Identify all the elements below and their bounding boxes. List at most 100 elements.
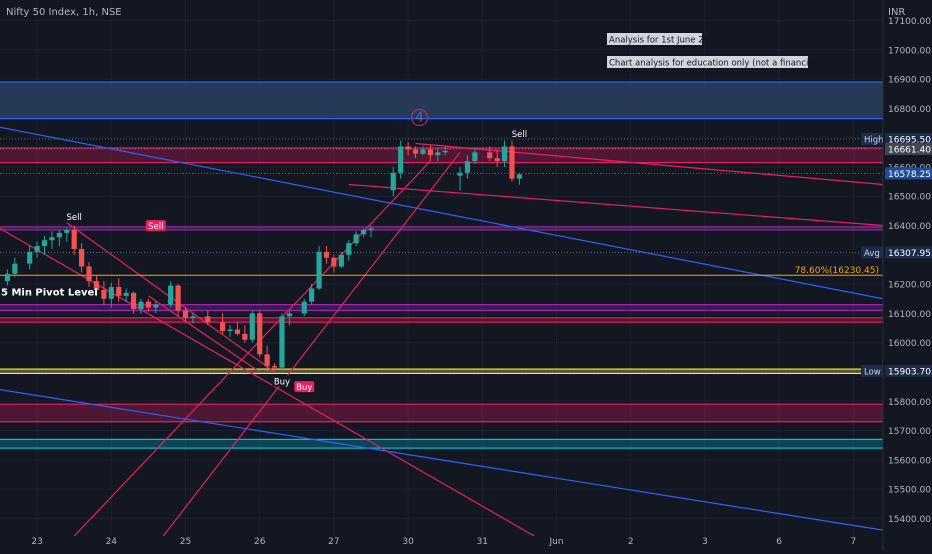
zone-band [0,304,883,311]
signal-label: Buy [274,377,290,387]
signal-badge [294,381,315,393]
candle-body [360,229,367,235]
candle-body [346,243,352,255]
trendline[interactable] [162,151,461,536]
candle-body [86,266,92,282]
candle-body [301,301,307,314]
y-tick-label: 16000.00 [888,339,931,349]
trendline[interactable] [73,160,431,536]
candle-body [271,366,278,368]
x-tick-label: 23 [31,537,42,547]
candle-body [12,263,18,274]
x-axis: 23 24 25 26 27 30 31 Jun 2 3 6 7 [31,537,856,547]
chart-title: Nifty 50 Index, 1h, NSE [6,7,122,18]
signal-badge [271,375,292,387]
candle-body [487,152,493,159]
level-price-text: 16307.95 [888,249,931,259]
note-box-1: Analysis for 1st June 2022 [607,33,720,46]
candle-body [442,150,448,153]
note-text: Analysis for 1st June 2022 [609,36,720,46]
candle-body [175,285,181,311]
trendline[interactable] [0,384,883,531]
levels: High Avg 78.60%(16230.45) Low [0,132,883,377]
level-price-text: 16578.25 [888,170,931,180]
y-tick-label: 16100.00 [888,310,931,320]
zone-band [0,226,883,230]
signals: Sell Sell Buy Buy Sell [64,127,530,393]
level-name-tag [861,364,883,377]
candle-body [205,316,211,323]
y-tick-label: 16400.00 [888,222,931,232]
candle-body [168,285,174,305]
trendline[interactable] [148,295,261,373]
candle-body [71,229,77,249]
x-tick-label: 6 [776,537,782,547]
trendline[interactable] [415,142,883,186]
candle-body [34,246,40,252]
candle-body [257,313,263,355]
currency-label: INR [888,7,905,18]
trendline[interactable] [0,120,883,300]
zone-band [0,317,883,323]
y-tick-label: 15800.00 [888,398,931,408]
candle-body [331,257,337,267]
candle-body [123,292,129,296]
candle-body [457,172,463,176]
candle-body [323,251,330,258]
candle-body [27,251,33,264]
candle-body [412,149,419,154]
candles [4,140,523,372]
x-tick-label: 3 [702,537,708,547]
candle-body [264,354,270,367]
signal-badge [145,220,166,232]
candle-body [286,313,292,317]
level-price-text: 16661.40 [888,145,931,155]
y-tick-label: 15700.00 [888,427,931,437]
zone-band [0,404,883,422]
signal-label: Sell [512,130,527,140]
candle-body [79,248,85,267]
candle-body [4,273,11,282]
candle-body [309,288,315,302]
candle-body [338,254,344,267]
candle-body [353,234,359,244]
level-name: Avg [864,249,880,259]
zone-band [0,82,883,119]
zone-band [0,439,883,449]
candle-body [190,316,196,318]
candle-body [516,174,523,179]
candle-body [398,146,404,173]
candle-body [242,333,248,340]
level-price-text: 16695.50 [888,135,931,145]
signal-label: Sell [148,222,163,232]
candle-body [390,172,396,191]
candle-body [494,158,500,162]
annotations: 5 Min Pivot Level 4 [1,109,429,298]
trendlines [0,120,883,536]
candle-body [368,228,374,230]
x-tick-label: 7 [850,537,856,547]
level-price-tag [885,167,932,180]
level-price-tag [885,364,932,377]
zone-band [0,147,883,163]
candle-body [93,281,100,290]
level-price-tag [885,142,932,155]
candle-body [405,146,411,150]
candle-body [101,289,107,299]
candle-body [108,287,114,299]
candle-body [234,329,241,334]
candle-body [501,146,508,162]
candle-body [427,149,433,156]
trendline[interactable] [0,227,535,536]
signal-badge [509,127,530,139]
candle-body [249,313,255,340]
note-text: Chart analysis for education only (not a… [609,59,850,69]
candle-body [145,301,152,308]
note-box-2: Chart analysis for education only (not a… [607,56,850,69]
candle-body [472,152,478,162]
zones [0,81,883,449]
x-tick-label: Jun [548,537,563,547]
trendline[interactable] [348,183,883,227]
